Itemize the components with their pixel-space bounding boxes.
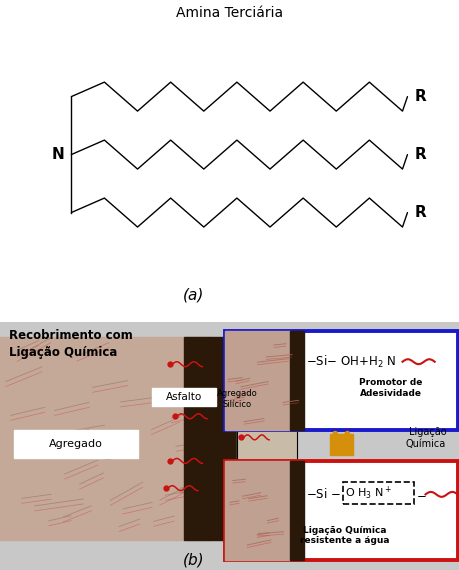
Bar bbox=[225, 331, 289, 430]
Text: Agregado: Agregado bbox=[49, 439, 103, 449]
Text: Asfalto: Asfalto bbox=[166, 392, 202, 402]
Text: Ligação
Química: Ligação Química bbox=[405, 427, 445, 449]
Bar bbox=[0, 337, 211, 540]
Text: N: N bbox=[51, 147, 64, 162]
Text: (a): (a) bbox=[182, 288, 203, 303]
Bar bbox=[225, 461, 289, 560]
Text: $-$: $-$ bbox=[415, 488, 426, 501]
Text: Amina Terciária: Amina Terciária bbox=[176, 6, 283, 21]
Bar bbox=[289, 331, 303, 430]
Text: O H$_3$ N$^+$: O H$_3$ N$^+$ bbox=[344, 484, 391, 502]
Bar bbox=[236, 337, 296, 540]
Bar bbox=[184, 337, 236, 540]
Text: R: R bbox=[414, 89, 425, 104]
Bar bbox=[225, 331, 457, 430]
Bar bbox=[289, 461, 303, 560]
Bar bbox=[329, 434, 352, 455]
Text: $-$Si $-$: $-$Si $-$ bbox=[305, 487, 340, 502]
Bar bbox=[342, 482, 413, 504]
Text: Recobrimento com
Ligação Química: Recobrimento com Ligação Química bbox=[9, 329, 133, 359]
Bar bbox=[151, 388, 216, 406]
Text: Ligação Química
resistente a água: Ligação Química resistente a água bbox=[300, 526, 389, 545]
Text: Promotor de
Adesividade: Promotor de Adesividade bbox=[358, 378, 422, 398]
Text: R: R bbox=[414, 205, 425, 220]
Text: $-$Si$-$ OH+H$_2$ N: $-$Si$-$ OH+H$_2$ N bbox=[305, 353, 395, 370]
Text: R: R bbox=[414, 147, 425, 162]
Text: Agregado
Silícico: Agregado Silícico bbox=[216, 389, 257, 409]
Text: (b): (b) bbox=[182, 552, 204, 568]
Bar bbox=[225, 461, 457, 560]
Bar bbox=[14, 430, 138, 458]
